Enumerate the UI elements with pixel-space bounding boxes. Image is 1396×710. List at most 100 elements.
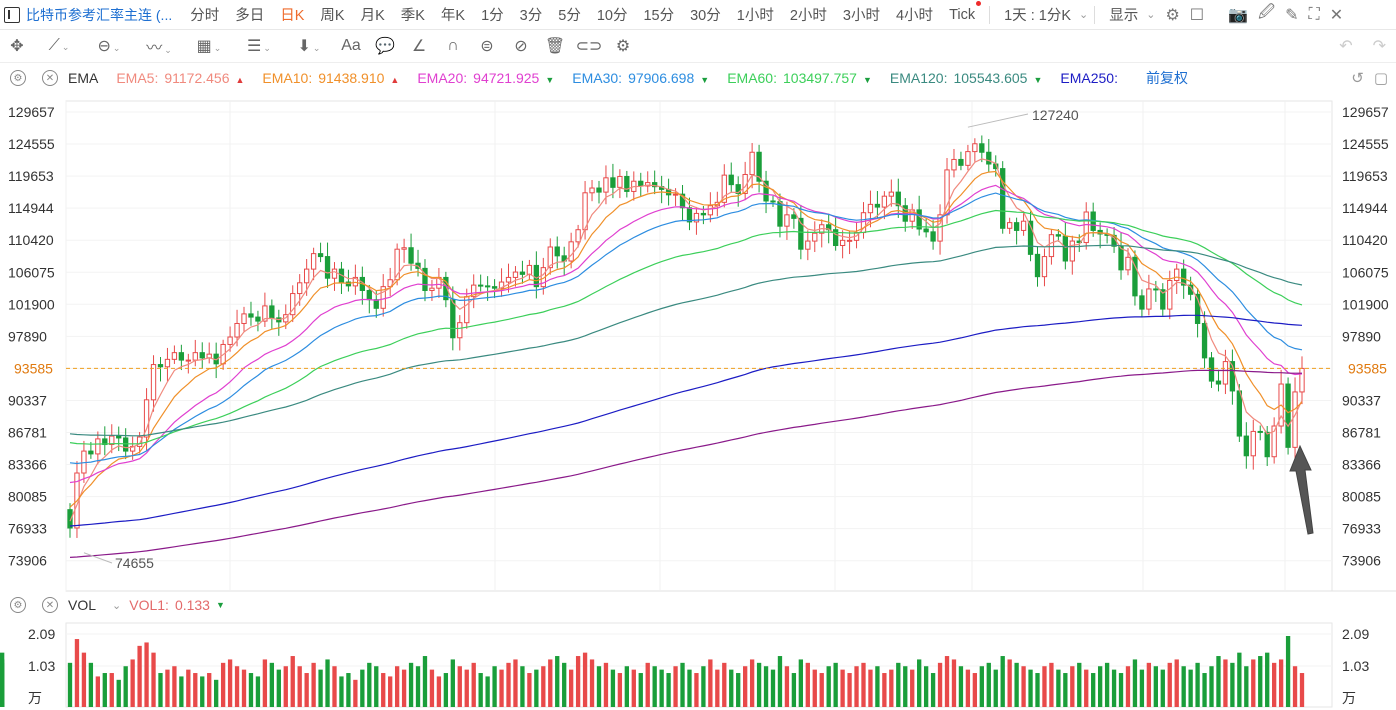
- candle-body: [979, 143, 985, 153]
- timeframe-2[interactable]: 日K: [280, 8, 305, 24]
- display-menu[interactable]: 显示: [1109, 8, 1139, 24]
- candle-body: [1034, 253, 1041, 278]
- timeframe-3[interactable]: 周K: [320, 8, 345, 24]
- settings-icon[interactable]: ⚙: [615, 38, 631, 55]
- cycle-tool-icon[interactable]: ⊖ ⌄: [97, 38, 121, 55]
- volume-bar: [631, 669, 636, 707]
- close-icon[interactable]: ✕: [1329, 6, 1344, 24]
- crosshair-icon[interactable]: ✥: [10, 38, 24, 55]
- y-tick-left: 110420: [8, 232, 54, 248]
- chevron-down-icon[interactable]: ⌄: [1079, 9, 1089, 21]
- ema-item: EMA5: 91172.456 ▲: [116, 70, 244, 86]
- timeframe-15[interactable]: 3小时: [842, 8, 880, 24]
- chevron-down-icon[interactable]: ⌄: [112, 599, 122, 612]
- candle-body: [624, 175, 630, 192]
- reset-icon[interactable]: ↺: [1351, 70, 1364, 87]
- ema-label: EMA120:: [889, 70, 948, 86]
- timeframe-1[interactable]: 多日: [235, 8, 265, 24]
- volume-bar: [687, 669, 692, 707]
- camera-icon[interactable]: 📷: [1228, 6, 1249, 24]
- settings-icon[interactable]: ⚙: [10, 597, 26, 613]
- candle-body: [547, 246, 553, 269]
- volume-bar: [743, 666, 748, 707]
- indicator-name: EMA: [68, 70, 99, 86]
- volume-bar: [234, 666, 240, 707]
- volume-bar: [1216, 656, 1221, 707]
- timeframe-14[interactable]: 2小时: [789, 8, 827, 24]
- volume-bar: [917, 659, 922, 707]
- volume-bar: [1077, 662, 1082, 707]
- candle-body: [721, 174, 727, 203]
- text-tool-icon[interactable]: Aa: [341, 37, 361, 54]
- timeframe-16[interactable]: 4小时: [895, 8, 934, 24]
- volume-bar: [958, 666, 964, 707]
- square-icon[interactable]: ☐: [1189, 6, 1205, 24]
- y-tick-right: 129657: [1342, 104, 1389, 120]
- volume-bar: [889, 669, 894, 707]
- interval-select[interactable]: 1天 : 1分K: [1004, 8, 1071, 24]
- volume-bar: [513, 659, 518, 707]
- timeframe-11[interactable]: 15分: [643, 8, 675, 24]
- hide-icon[interactable]: ⊘: [514, 38, 528, 55]
- timeframe-0[interactable]: 分时: [190, 8, 220, 24]
- candle-body: [478, 284, 484, 287]
- image-edit-icon[interactable]: 🖉: [1258, 4, 1276, 21]
- undo-icon[interactable]: ↶: [1339, 38, 1353, 55]
- wave-tool-icon[interactable]: 〰 ⌄: [146, 40, 172, 57]
- trash-icon[interactable]: 🗑: [544, 38, 566, 55]
- timeframe-6[interactable]: 年K: [440, 8, 466, 24]
- timeframe-5[interactable]: 季K: [400, 8, 425, 24]
- ema-item: EMA60: 103497.757 ▼: [727, 70, 872, 86]
- channel-tool-icon[interactable]: ☰ ⌄: [247, 38, 271, 55]
- collapse-icon[interactable]: ▢: [1373, 70, 1388, 87]
- timeframe-10[interactable]: 10分: [596, 8, 628, 24]
- close-icon[interactable]: ✕: [42, 70, 58, 86]
- link-icon[interactable]: ⊂⊃: [575, 38, 603, 55]
- symbol-icon[interactable]: [4, 6, 20, 23]
- volume-bar: [1139, 669, 1145, 707]
- line-tool-icon[interactable]: ⟋ ⌄: [48, 37, 70, 54]
- price-chart[interactable]: 129657 129657 124555 124555 119653 119653 1149…: [0, 93, 1396, 710]
- ruler-icon[interactable]: ∠: [411, 38, 427, 55]
- comment-icon[interactable]: 💬: [375, 38, 395, 55]
- volume-bar: [680, 662, 685, 707]
- y-tick-right: 106075: [1342, 264, 1389, 280]
- timeframe-17[interactable]: Tick: [941, 0, 983, 23]
- timeframe-9[interactable]: 5分: [558, 8, 581, 24]
- ema-label: EMA250:: [1060, 70, 1118, 86]
- timeframe-13[interactable]: 1小时: [736, 8, 774, 24]
- volume-bar: [394, 666, 400, 707]
- candle-body: [652, 182, 658, 188]
- timeframe-4[interactable]: 月K: [360, 8, 385, 24]
- volume-bar: [1007, 659, 1012, 707]
- close-icon[interactable]: ✕: [42, 597, 58, 613]
- chevron-down-icon[interactable]: ⌄: [1146, 9, 1156, 21]
- settings-icon[interactable]: ⚙: [10, 70, 26, 86]
- volume-tick-right: 2.09: [1342, 626, 1369, 642]
- y-tick-left: 119653: [8, 168, 54, 184]
- volume-bar: [937, 662, 943, 707]
- arrow-down-icon[interactable]: ⬇ ⌄: [297, 38, 321, 55]
- volume-bar: [220, 662, 226, 707]
- candle-body: [526, 264, 533, 275]
- symbol-name[interactable]: 比特币参考汇率主连 (...: [26, 6, 173, 23]
- y-tick-left: 80085: [8, 489, 47, 505]
- candle-body: [951, 158, 957, 171]
- timeframe-12[interactable]: 30分: [690, 8, 721, 24]
- candle-body: [450, 299, 456, 339]
- adjust-button[interactable]: 前复权: [1145, 70, 1188, 86]
- candle-body: [116, 435, 122, 439]
- fullscreen-icon[interactable]: ⛶: [1308, 5, 1320, 23]
- candle-body: [1041, 256, 1048, 278]
- gear-icon[interactable]: ⚙: [1165, 6, 1180, 24]
- pencil-icon[interactable]: ✎: [1285, 6, 1299, 24]
- magnet-icon[interactable]: ∩: [447, 37, 459, 54]
- fib-tool-icon[interactable]: ▦ ⌄: [196, 38, 222, 55]
- lock-icon[interactable]: ⊜: [480, 38, 494, 55]
- redo-icon[interactable]: ↷: [1372, 38, 1386, 55]
- volume-bar: [1285, 636, 1291, 707]
- timeframe-8[interactable]: 3分: [519, 8, 543, 24]
- candle-body: [589, 187, 595, 194]
- volume-bar: [562, 662, 567, 707]
- timeframe-7[interactable]: 1分: [481, 8, 504, 24]
